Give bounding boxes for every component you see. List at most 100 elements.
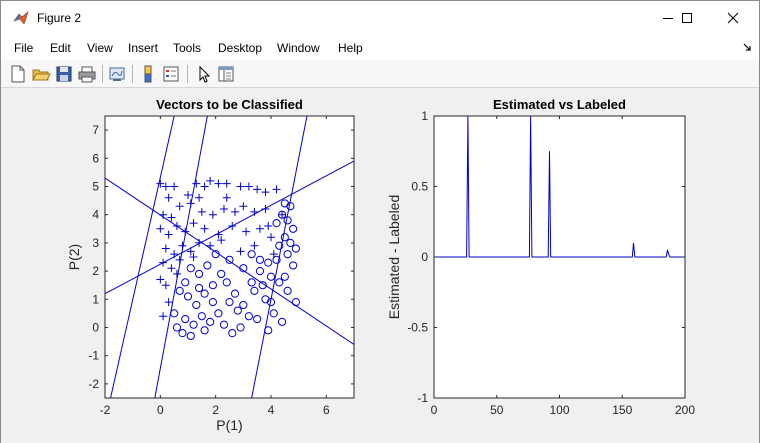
y-tick-label: -1 xyxy=(88,349,99,363)
menu-insert[interactable]: Insert xyxy=(128,41,159,55)
window-title: Figure 2 xyxy=(37,11,82,25)
menu-view[interactable]: View xyxy=(87,41,113,55)
edit-plot-icon[interactable] xyxy=(194,64,214,84)
plus-marker xyxy=(178,241,187,250)
circle-marker xyxy=(197,312,206,321)
circle-marker xyxy=(186,264,195,273)
circle-marker xyxy=(208,298,217,307)
plus-marker xyxy=(228,221,237,230)
circle-marker xyxy=(244,312,253,321)
circle-marker xyxy=(200,289,209,298)
toolbar-separator xyxy=(187,65,188,83)
save-icon[interactable] xyxy=(54,64,74,84)
y-tick-label: 2 xyxy=(92,264,99,278)
x-tick-label: 4 xyxy=(268,403,275,417)
decision-boundary-line xyxy=(105,177,354,345)
circle-marker xyxy=(283,286,292,295)
circle-marker xyxy=(225,255,234,264)
title-bar[interactable]: Figure 2 xyxy=(1,1,759,35)
menu-edit[interactable]: Edit xyxy=(50,41,71,55)
plot-title: Estimated vs Labeled xyxy=(493,97,626,112)
minimize-button[interactable] xyxy=(645,1,691,35)
x-axis-label: P(1) xyxy=(216,417,242,433)
circle-marker xyxy=(181,278,190,287)
menu-tools[interactable]: Tools xyxy=(173,41,202,55)
plus-marker xyxy=(217,236,226,245)
dock-arrow-icon[interactable] xyxy=(743,43,751,51)
insert-legend-icon[interactable] xyxy=(161,64,181,84)
circle-marker xyxy=(206,317,215,326)
plus-marker xyxy=(192,179,201,188)
circle-marker xyxy=(266,298,276,307)
circle-marker xyxy=(170,309,179,318)
circle-marker xyxy=(247,278,256,287)
decision-boundary-line xyxy=(105,160,354,295)
plus-marker xyxy=(164,298,173,307)
plus-marker xyxy=(159,312,168,321)
circle-marker xyxy=(230,289,240,298)
plus-marker xyxy=(236,182,245,191)
plus-marker xyxy=(175,255,184,264)
circle-marker xyxy=(289,224,298,233)
plot-title: Vectors to be Classified xyxy=(156,97,303,112)
close-button[interactable] xyxy=(710,1,756,35)
plus-marker xyxy=(200,182,209,191)
plus-marker xyxy=(214,230,223,239)
plus-marker xyxy=(156,275,165,284)
open-file-icon[interactable] xyxy=(31,64,51,84)
circle-marker xyxy=(280,233,289,242)
circle-marker xyxy=(247,250,256,259)
circle-marker xyxy=(239,264,248,273)
plus-marker xyxy=(206,241,215,250)
plus-marker xyxy=(261,188,270,197)
menu-help[interactable]: Help xyxy=(338,41,363,55)
circle-marker xyxy=(217,269,226,279)
circle-marker xyxy=(283,250,292,259)
circle-marker xyxy=(269,309,278,318)
y-tick-label: 1 xyxy=(92,292,99,306)
plus-marker xyxy=(272,185,281,194)
maximize-button[interactable] xyxy=(664,1,710,35)
plus-marker xyxy=(214,179,223,188)
y-tick-label: -1 xyxy=(417,391,428,405)
decision-boundary-line xyxy=(154,116,208,398)
circle-marker xyxy=(264,326,273,335)
plus-marker xyxy=(261,205,270,214)
property-inspector-icon[interactable] xyxy=(216,64,236,84)
insert-colorbar-icon[interactable] xyxy=(138,64,158,84)
link-plot-icon[interactable] xyxy=(107,64,127,84)
circle-marker xyxy=(233,306,242,315)
plus-marker xyxy=(236,247,245,256)
plus-marker xyxy=(161,281,170,290)
circle-marker xyxy=(189,320,198,329)
plus-marker xyxy=(250,241,259,250)
plus-marker xyxy=(164,230,173,239)
maximize-icon xyxy=(682,13,692,23)
menu-desktop[interactable]: Desktop xyxy=(218,41,263,55)
circle-marker xyxy=(275,241,284,250)
plus-marker xyxy=(206,176,215,185)
circle-marker xyxy=(194,269,204,279)
menu-window[interactable]: Window xyxy=(277,41,320,55)
plus-marker xyxy=(159,258,168,267)
circle-marker xyxy=(266,272,276,281)
plus-marker xyxy=(184,190,192,199)
print-icon[interactable] xyxy=(77,64,97,84)
plus-marker xyxy=(172,221,181,230)
new-figure-icon[interactable] xyxy=(8,64,28,84)
toolbar-separator xyxy=(132,65,133,83)
circle-marker xyxy=(225,298,234,307)
y-tick-label: 7 xyxy=(92,123,99,137)
plus-marker xyxy=(231,207,240,216)
circle-marker xyxy=(286,202,295,211)
matlab-logo-icon xyxy=(13,11,29,25)
plus-marker xyxy=(167,213,176,222)
menu-file[interactable]: File xyxy=(14,41,34,55)
scatter-plot-axes: -2 0 2 4 6 -2 -1 0 1 2 3 4 5 6 7 Vectors to be Classifi… xyxy=(66,97,355,433)
circle-marker xyxy=(192,300,201,310)
circle-marker xyxy=(239,300,248,310)
circle-marker xyxy=(255,255,265,264)
difference-line xyxy=(434,116,685,258)
